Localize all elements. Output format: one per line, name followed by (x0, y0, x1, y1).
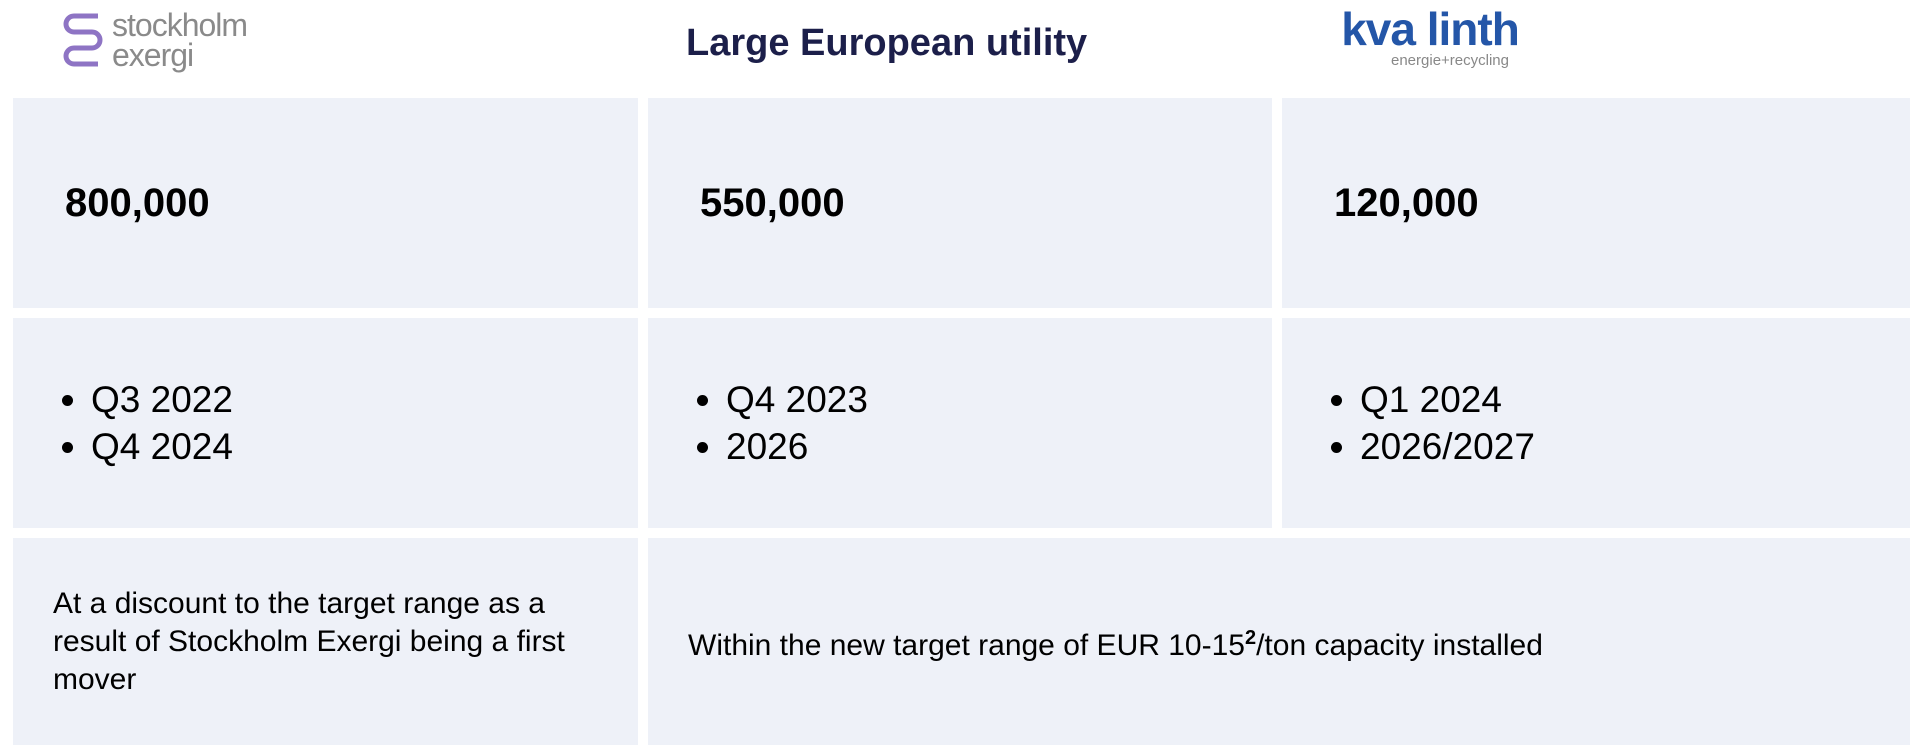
bullet: Q4 2024 (91, 423, 233, 470)
text: /ton capacity installed (1256, 628, 1543, 662)
title: Large European utility (686, 22, 1088, 64)
text: Within the new target range of EUR 10-15… (688, 619, 1543, 665)
bullet: 2026 (726, 423, 868, 470)
bullet: Q4 2023 (726, 376, 868, 423)
right-logo: kva linth energie+recycling (1330, 6, 1530, 69)
logo-icon (63, 13, 103, 67)
cell: At a discount to the target range as a r… (13, 538, 638, 745)
text: At a discount to the target range as a r… (53, 586, 565, 696)
bullet: Q1 2024 (1360, 376, 1535, 423)
value: 800,000 (65, 180, 210, 225)
logo-tagline: energie+recycling (1391, 52, 1509, 69)
logo-text: exergi (112, 37, 194, 73)
cell: 550,000 (648, 98, 1272, 308)
cell: Q3 2022Q4 2024 (13, 318, 638, 528)
value: 120,000 (1334, 180, 1479, 225)
cell: Q1 20242026/2027 (1282, 318, 1910, 528)
value: 550,000 (700, 180, 845, 225)
cell: 120,000 (1282, 98, 1910, 308)
text: Within the new target range of EUR 10-15 (688, 628, 1245, 662)
bullet: 2026/2027 (1360, 423, 1535, 470)
cell: Within the new target range of EUR 10-15… (648, 538, 1910, 745)
cell: 800,000 (13, 98, 638, 308)
left-logo: stockholm exergi (60, 6, 270, 74)
bullet: Q3 2022 (91, 376, 233, 423)
cell: Q4 20232026 (648, 318, 1272, 528)
logo-text: kva linth (1341, 3, 1520, 55)
logo-text: stockholm (112, 7, 248, 43)
superscript: 2 (1244, 626, 1257, 649)
